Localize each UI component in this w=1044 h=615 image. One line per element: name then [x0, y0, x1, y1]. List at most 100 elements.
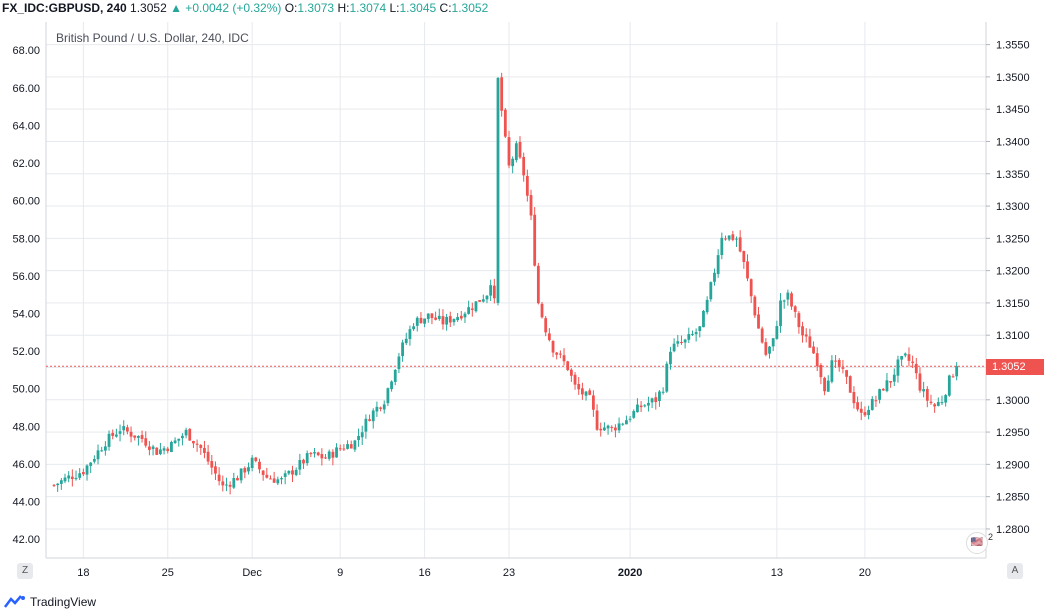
- candle-body: [103, 446, 107, 451]
- candle: [694, 328, 698, 342]
- candle-body: [793, 306, 797, 312]
- candle-body: [122, 426, 126, 431]
- candle: [588, 388, 592, 396]
- candle-body: [393, 369, 397, 382]
- candle: [309, 452, 313, 458]
- candle-body: [426, 313, 430, 319]
- candle-body: [184, 429, 188, 436]
- candle-body: [694, 332, 698, 335]
- candle-body: [661, 391, 665, 393]
- candle-body: [834, 360, 837, 362]
- candle: [401, 339, 404, 362]
- candle: [672, 338, 676, 353]
- x-tick-label: 16: [418, 567, 430, 579]
- candle-body: [947, 375, 951, 396]
- candle: [683, 338, 687, 349]
- candle-body: [735, 238, 738, 240]
- left-tick-label: 52.00: [12, 346, 40, 358]
- candle-body: [148, 446, 151, 450]
- candle: [837, 358, 841, 372]
- candle-body: [291, 470, 294, 475]
- candle: [360, 425, 364, 445]
- candle-body: [771, 338, 775, 347]
- candle-body: [349, 444, 353, 449]
- candle-body: [96, 450, 100, 460]
- candle-body: [386, 388, 390, 404]
- candle-body: [698, 326, 702, 331]
- candle: [456, 313, 460, 322]
- candle-body: [830, 360, 834, 382]
- candle-body: [529, 195, 533, 216]
- symbol-label[interactable]: FX_IDC:GBPUSD, 240: [2, 1, 127, 15]
- right-tick-label: 1.3450: [996, 104, 1030, 116]
- candle: [544, 315, 548, 337]
- candle: [151, 444, 155, 456]
- candle-body: [456, 317, 460, 321]
- candle-body: [907, 354, 911, 361]
- candle-body: [544, 318, 548, 333]
- candle-body: [680, 342, 683, 344]
- candle: [889, 381, 893, 388]
- candle-body: [643, 405, 647, 407]
- candle: [452, 318, 456, 326]
- candle: [338, 444, 342, 451]
- zoom-button[interactable]: Z: [17, 563, 33, 579]
- candle: [878, 388, 882, 404]
- candle: [459, 311, 463, 321]
- candle: [848, 375, 852, 393]
- candle: [797, 311, 801, 334]
- candle-body: [489, 285, 493, 296]
- high-value: 1.3074: [349, 1, 387, 15]
- candle-body: [536, 265, 540, 304]
- candle-body: [790, 293, 793, 307]
- candle-body: [192, 440, 195, 444]
- candle-body: [360, 432, 364, 438]
- candle-body: [430, 313, 434, 319]
- candle: [298, 453, 302, 476]
- candle-body: [610, 426, 614, 428]
- x-tick-label: 2020: [618, 567, 642, 579]
- candle-body: [621, 423, 625, 425]
- candle-body: [239, 468, 243, 481]
- candle: [940, 395, 944, 406]
- candle-body: [173, 440, 177, 444]
- candle: [702, 309, 705, 328]
- candle: [859, 401, 863, 421]
- event-count: 2: [988, 532, 994, 542]
- candle-body: [753, 296, 757, 316]
- auto-scale-button[interactable]: A: [1007, 563, 1023, 579]
- x-tick-label: 20: [859, 567, 871, 579]
- candle-body: [114, 434, 118, 437]
- candle: [302, 458, 305, 469]
- candle: [834, 355, 837, 368]
- right-tick-label: 1.3500: [996, 72, 1030, 84]
- candle: [819, 363, 823, 385]
- x-axis-ticks: 18 25 Dec 9 16 23 2020 13 20: [77, 567, 871, 579]
- candle: [162, 446, 166, 455]
- candle: [481, 294, 485, 303]
- candle: [254, 456, 258, 463]
- candle: [826, 375, 830, 392]
- candle: [335, 443, 338, 458]
- candle: [423, 318, 427, 328]
- candle: [716, 249, 720, 278]
- candle: [67, 471, 71, 483]
- candle: [573, 372, 577, 390]
- candle-body: [724, 238, 727, 240]
- economic-event-flag[interactable]: 🇺🇸 2: [966, 532, 993, 554]
- left-tick-label: 46.00: [12, 459, 40, 471]
- brand-name[interactable]: TradingView: [30, 595, 97, 609]
- candle-body: [595, 410, 599, 430]
- candle: [56, 483, 60, 492]
- candle: [654, 392, 658, 410]
- candle: [415, 316, 419, 332]
- candle: [228, 481, 232, 495]
- candle: [195, 439, 199, 452]
- candle-body: [107, 433, 111, 447]
- candle-body: [713, 272, 716, 282]
- candle-body: [118, 431, 122, 434]
- candle-body: [558, 353, 562, 355]
- candle-body: [485, 295, 489, 300]
- candle-body: [525, 175, 529, 196]
